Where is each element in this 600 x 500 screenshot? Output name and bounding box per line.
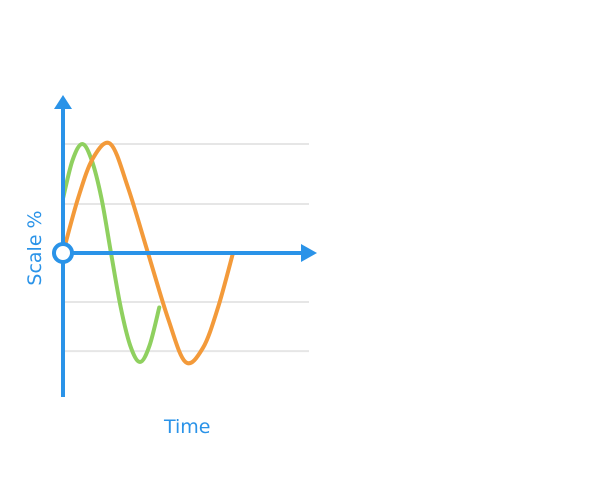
axes	[52, 95, 317, 397]
x-axis-arrow-icon	[301, 244, 317, 262]
x-axis-label: Time	[164, 416, 211, 438]
y-axis-arrow-icon	[54, 95, 72, 109]
y-axis-label: Scale %	[24, 210, 46, 286]
origin-marker-icon	[52, 242, 74, 264]
gridlines	[63, 143, 309, 353]
